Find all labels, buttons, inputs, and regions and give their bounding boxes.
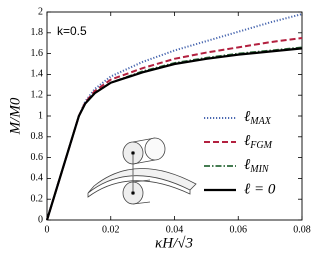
legend-label: ℓFGM xyxy=(244,133,273,151)
y-axis-label: M/M0 xyxy=(7,97,23,135)
legend-label: ℓMIN xyxy=(244,157,270,175)
y-tick-label: 0 xyxy=(38,214,43,225)
x-tick-label: 0.02 xyxy=(102,224,120,235)
series-line xyxy=(45,47,303,221)
y-tick-label: 2 xyxy=(38,6,43,17)
y-tick-label: 1.8 xyxy=(31,27,44,38)
x-tick-label: 0.04 xyxy=(166,224,184,235)
x-tick-label: 0.06 xyxy=(230,224,248,235)
y-tick-label: 1 xyxy=(38,110,43,121)
legend-label: ℓ = 0 xyxy=(244,181,276,197)
y-tick-label: 0.6 xyxy=(31,152,44,163)
y-tick-label: 1.6 xyxy=(31,48,44,59)
y-tick-label: 0.8 xyxy=(31,131,44,142)
roller-illustration xyxy=(87,137,197,205)
x-tick-label: 0 xyxy=(45,224,50,235)
y-tick-label: 1.4 xyxy=(31,69,44,80)
legend-label: ℓMAX xyxy=(244,109,272,127)
y-tick-label: 0.2 xyxy=(31,193,44,204)
y-tick-label: 0.4 xyxy=(31,173,44,184)
annotation: k=0.5 xyxy=(57,24,87,38)
x-axis-label: κH/√3 xyxy=(155,235,193,251)
y-tick-label: 1.2 xyxy=(31,89,44,100)
x-tick-label: 0.08 xyxy=(293,224,311,235)
